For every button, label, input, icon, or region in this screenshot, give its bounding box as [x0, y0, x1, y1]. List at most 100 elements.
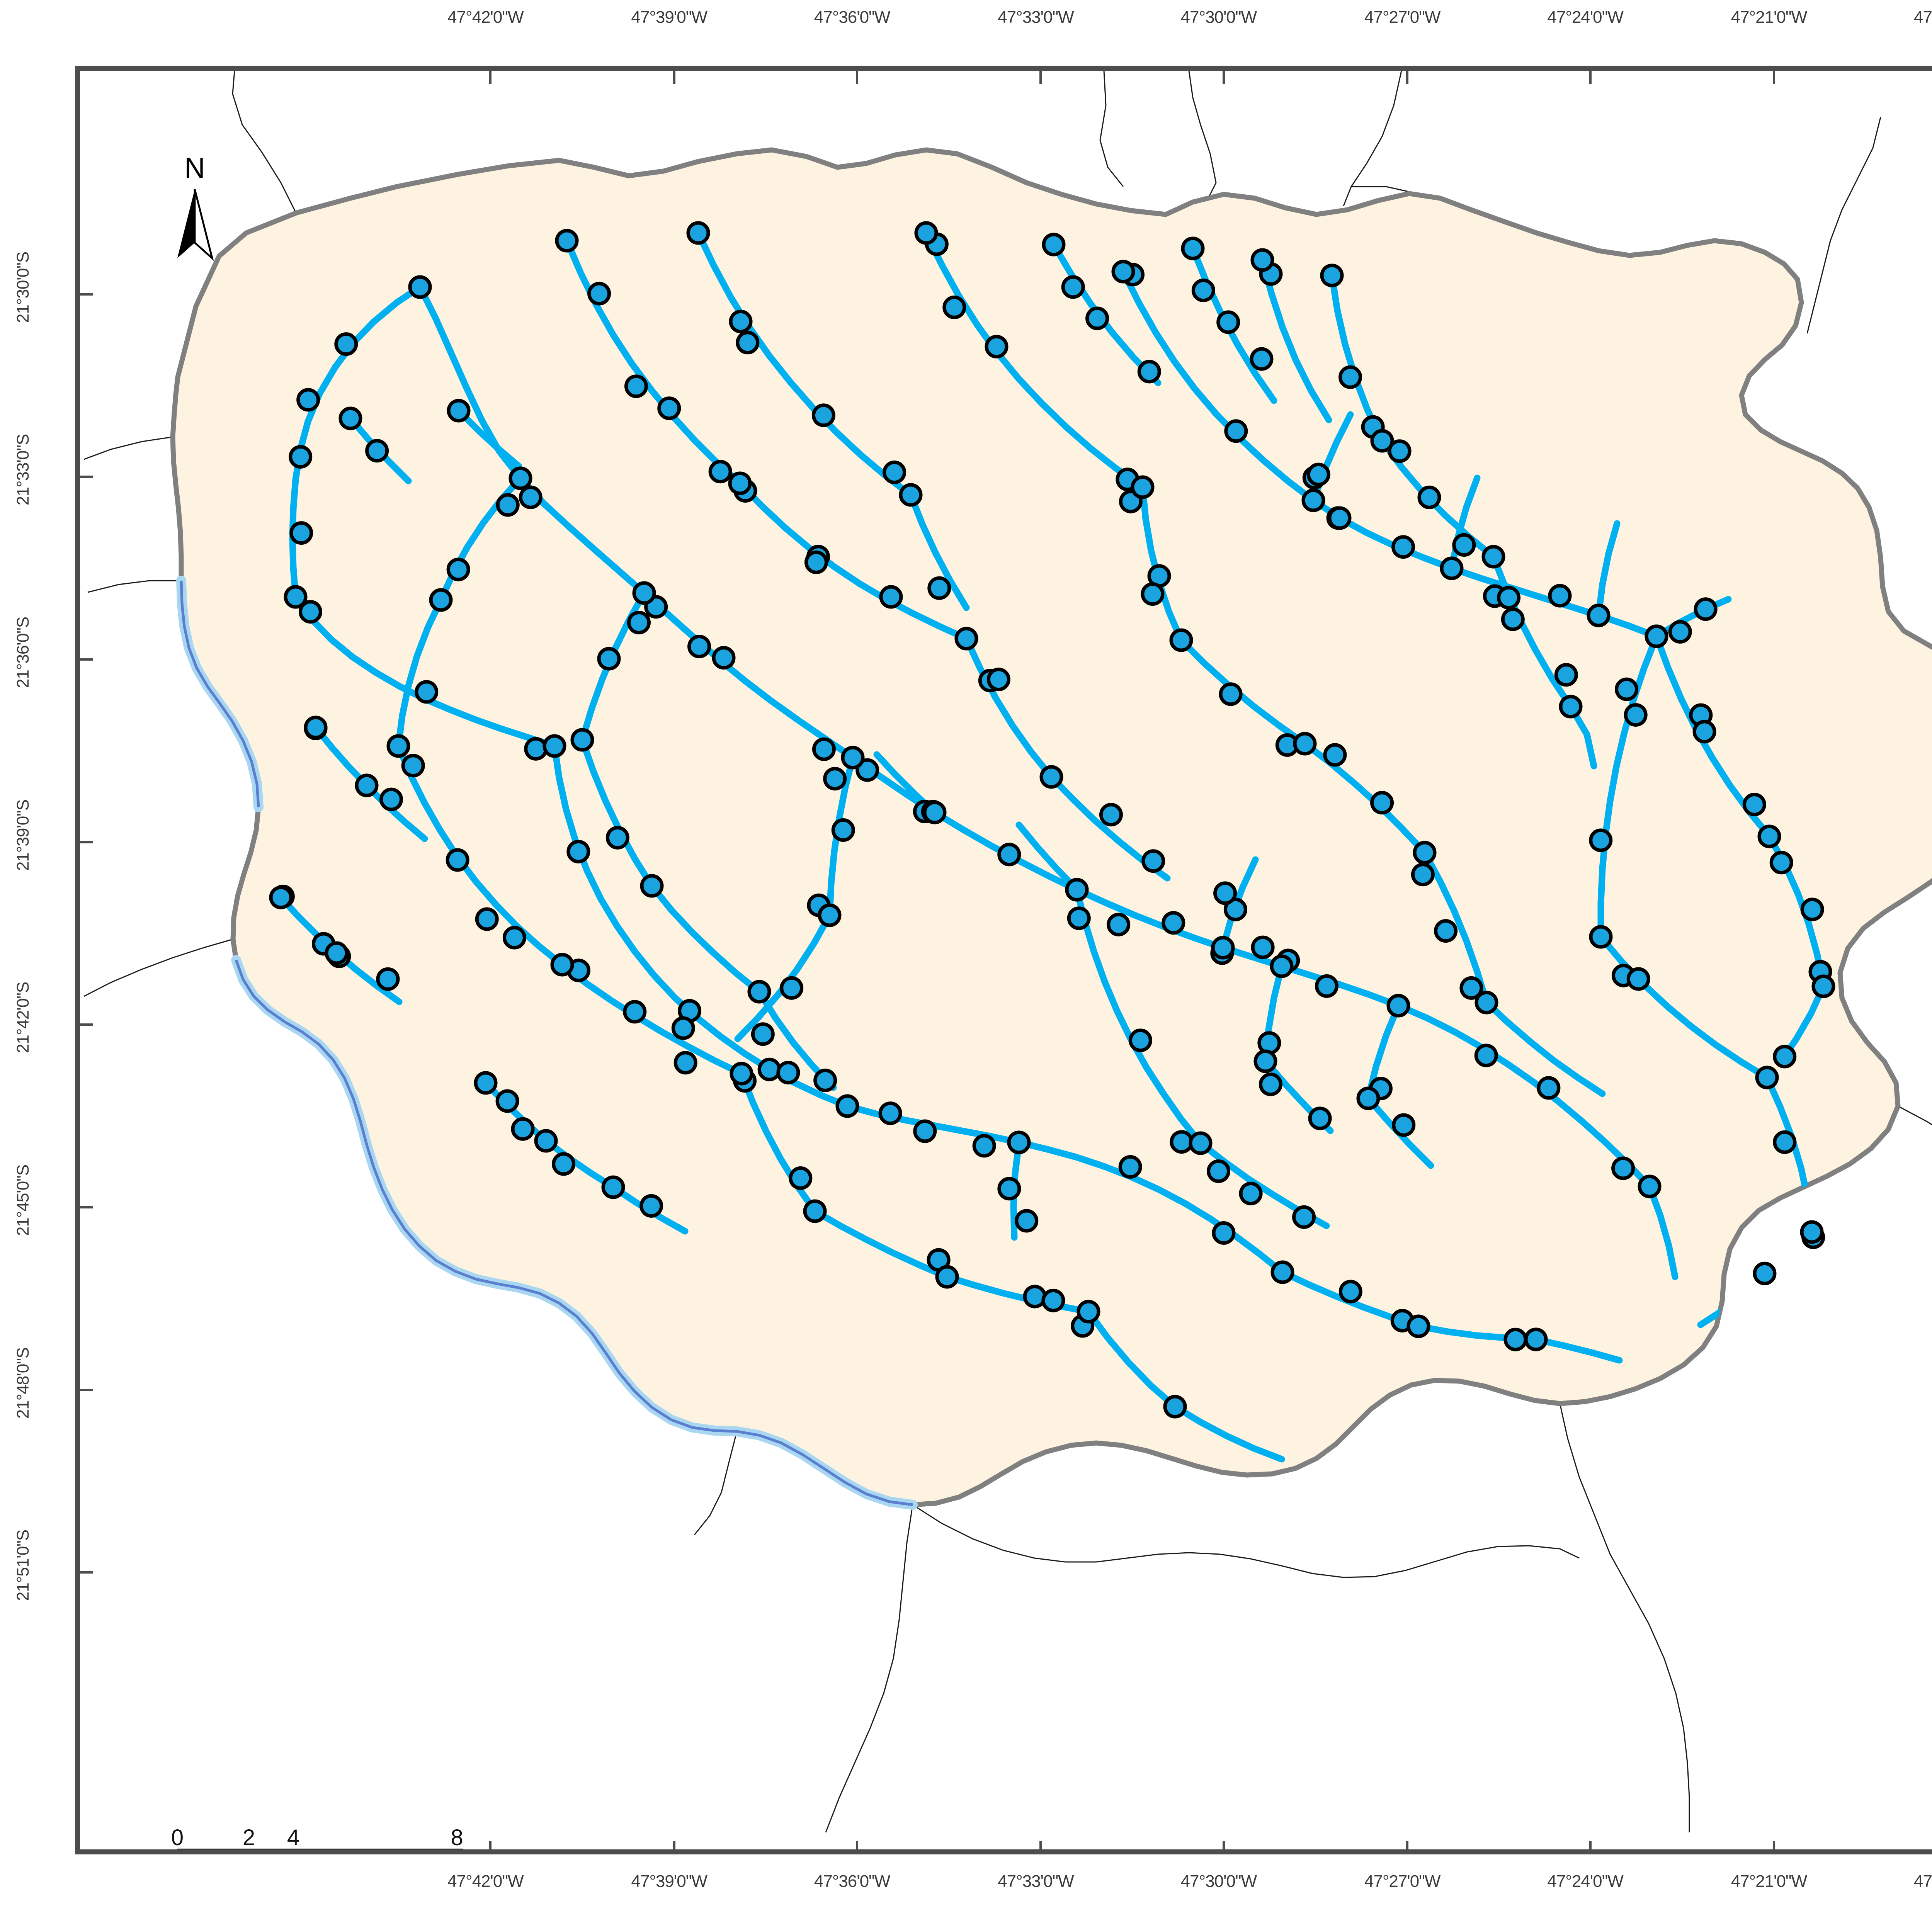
- spring-point: [325, 941, 349, 965]
- graticule-tick: [80, 1571, 93, 1574]
- spring-point: [338, 406, 362, 430]
- spring-point: [511, 1117, 535, 1141]
- spring-point: [1434, 919, 1458, 943]
- spring-point: [1211, 936, 1235, 960]
- graticule-tick: [1039, 1841, 1042, 1849]
- spring-point: [878, 1101, 902, 1125]
- spring-point: [1413, 841, 1437, 865]
- scale-bar-graphic: [177, 1849, 463, 1854]
- spring-point: [334, 332, 358, 356]
- spring-point: [1356, 1086, 1380, 1110]
- spring-point: [986, 668, 1010, 692]
- spring-point: [780, 976, 804, 1000]
- spring-point: [883, 461, 906, 484]
- spring-point: [1250, 347, 1274, 371]
- spring-point: [1250, 248, 1274, 272]
- springs-layer: [269, 221, 1835, 1419]
- spring-point: [1131, 475, 1155, 499]
- spring-point: [1694, 597, 1718, 621]
- longitude-label-bottom: 47°30'0"W: [1180, 1872, 1257, 1891]
- spring-point: [1370, 791, 1394, 815]
- spring-point: [627, 611, 651, 635]
- spring-point: [1474, 1043, 1498, 1067]
- spring-point: [1554, 663, 1578, 687]
- spring-point: [841, 746, 865, 770]
- spring-point: [1624, 703, 1648, 727]
- spring-point: [386, 734, 410, 758]
- spring-point: [1067, 906, 1091, 930]
- spring-point: [376, 967, 400, 991]
- spring-point: [1259, 1072, 1282, 1096]
- longitude-label-top: 47°39'0"W: [631, 8, 707, 27]
- spring-point: [1800, 1220, 1824, 1244]
- spring-point: [1587, 603, 1611, 627]
- spring-point: [789, 1166, 813, 1190]
- spring-point: [446, 557, 470, 581]
- longitude-label-bottom: 47°21'0"W: [1731, 1872, 1807, 1891]
- spring-point: [1811, 974, 1835, 998]
- spring-point: [1039, 765, 1063, 789]
- spring-point: [1099, 803, 1123, 827]
- spring-point: [1328, 506, 1352, 530]
- spring-point: [671, 1016, 695, 1040]
- spring-point: [811, 403, 835, 427]
- spring-point: [502, 926, 526, 950]
- longitude-label-top: 47°36'0"W: [814, 8, 890, 27]
- spring-point: [289, 445, 313, 469]
- spring-point: [379, 787, 403, 811]
- north-letter: N: [184, 152, 205, 184]
- spring-point: [496, 493, 520, 517]
- spring-point: [447, 399, 471, 423]
- spring-point: [524, 737, 548, 761]
- latitude-label-left: 21°36'0"S: [14, 617, 32, 688]
- spring-point: [1239, 1181, 1263, 1205]
- graticule-tick: [1589, 71, 1592, 84]
- spring-point: [673, 1051, 697, 1075]
- spring-point: [1107, 913, 1131, 936]
- longitude-label-bottom: 47°42'0"W: [447, 1872, 524, 1891]
- spring-point: [632, 581, 656, 605]
- spring-point: [1548, 584, 1572, 608]
- spring-point: [657, 396, 681, 420]
- graticule-tick: [80, 1206, 93, 1208]
- spring-point: [1440, 556, 1464, 580]
- spring-point: [923, 800, 947, 824]
- map-canvas: [83, 71, 1932, 1833]
- spring-point: [640, 874, 664, 898]
- graticule-tick: [1222, 1841, 1225, 1849]
- spring-point: [1015, 1209, 1039, 1233]
- spring-point: [639, 1194, 663, 1218]
- spring-point: [623, 1000, 647, 1024]
- graticule-tick: [1406, 71, 1409, 84]
- graticule-tick: [80, 476, 93, 478]
- spring-point: [1191, 279, 1215, 303]
- spring-point: [1589, 828, 1613, 852]
- spring-point: [1559, 695, 1583, 719]
- graticule-tick: [489, 1841, 492, 1849]
- spring-point: [289, 521, 313, 545]
- spring-point: [1077, 1300, 1100, 1324]
- latitude-label-left: 21°33'0"S: [14, 434, 32, 506]
- spring-point: [1452, 533, 1476, 557]
- spring-point: [1141, 582, 1165, 606]
- spring-point: [355, 773, 379, 797]
- spring-point: [1061, 275, 1085, 299]
- longitude-label-top: 47°24'0"W: [1547, 8, 1623, 27]
- spring-point: [550, 953, 574, 977]
- spring-point: [1315, 974, 1338, 998]
- spring-point: [997, 1177, 1021, 1201]
- spring-point: [1497, 586, 1521, 610]
- spring-point: [1181, 236, 1205, 260]
- spring-point: [835, 1094, 859, 1118]
- spring-point: [1170, 1130, 1194, 1154]
- graticule-tick: [80, 1388, 93, 1391]
- longitude-label-top: 47°33'0"W: [998, 8, 1074, 27]
- spring-point: [1524, 1327, 1548, 1351]
- graticule-tick: [80, 1023, 93, 1026]
- spring-point: [1213, 881, 1237, 905]
- spring-point: [1742, 792, 1766, 816]
- spring-point: [1007, 1130, 1031, 1154]
- spring-point: [1773, 1130, 1797, 1154]
- spring-point: [776, 1060, 800, 1084]
- graticule-tick: [80, 841, 93, 843]
